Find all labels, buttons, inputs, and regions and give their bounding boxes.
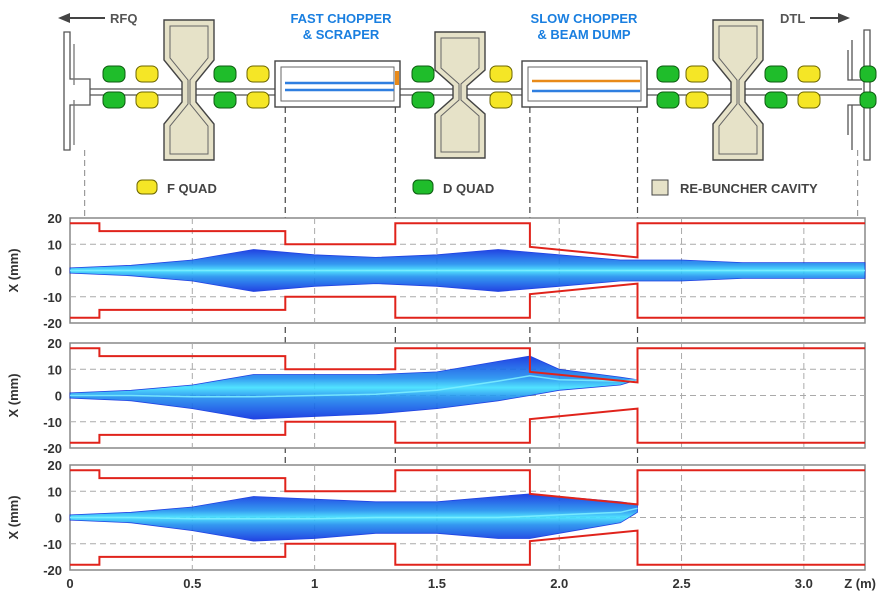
x-axis: 0 0.5 1 1.5 2.0 2.5 3.0 Z (m) xyxy=(66,576,876,591)
x-tick-label: 3.0 xyxy=(795,576,813,591)
d-quad-group xyxy=(102,65,877,109)
aperture-upper xyxy=(70,347,865,384)
d-quad xyxy=(656,65,680,83)
x-tick-label: 1 xyxy=(311,576,318,591)
d-quad xyxy=(859,65,877,83)
dtl-arrow: DTL xyxy=(780,11,850,26)
slow-chopper-box xyxy=(521,60,648,108)
x-tick-label: 0.5 xyxy=(183,576,201,591)
y-tick-label: 0 xyxy=(55,511,62,526)
f-quad xyxy=(246,65,270,83)
beam-centroid xyxy=(70,507,638,520)
d-quad xyxy=(213,65,237,83)
rebuncher-cavity-1 xyxy=(163,19,215,161)
f-quad-swatch xyxy=(136,179,158,195)
y-tick-label: 20 xyxy=(48,211,62,226)
f-quad-group xyxy=(135,65,821,109)
y-tick-label: 10 xyxy=(48,362,62,377)
dtl-label: DTL xyxy=(780,11,805,26)
f-quad xyxy=(489,65,513,83)
y-tick-label: -10 xyxy=(43,290,62,305)
f-quad xyxy=(489,91,513,109)
f-quad xyxy=(135,91,159,109)
rfq-arrow: RFQ xyxy=(58,11,137,26)
y-tick-label: 20 xyxy=(48,336,62,351)
d-quad xyxy=(764,65,788,83)
y-tick-label: -20 xyxy=(43,316,62,331)
y-tick-label: -20 xyxy=(43,563,62,578)
x-tick-label: 1.5 xyxy=(428,576,446,591)
aperture-upper xyxy=(70,222,865,259)
d-quad xyxy=(656,91,680,109)
f-quad xyxy=(797,65,821,83)
legend-f-quad-label: F QUAD xyxy=(167,181,217,196)
x-tick-label: 2.0 xyxy=(550,576,568,591)
fast-chopper-title-1: FAST CHOPPER xyxy=(290,11,392,26)
rfq-flange xyxy=(63,31,91,151)
aperture-lower xyxy=(70,407,865,444)
d-quad xyxy=(411,91,435,109)
y-axis-label: X (mm) xyxy=(6,373,21,417)
y-tick-label: -10 xyxy=(43,415,62,430)
plot-panels: 20 10 0 -10 -20 X (mm) 20 10 0 -10 -20 X (mm) 20 10 0 -… xyxy=(6,211,866,578)
legend-rebuncher-label: RE-BUNCHER CAVITY xyxy=(680,181,818,196)
aperture-lower xyxy=(70,529,865,566)
y-tick-label: 0 xyxy=(55,264,62,279)
f-quad xyxy=(685,65,709,83)
f-quad xyxy=(135,65,159,83)
f-quad xyxy=(246,91,270,109)
f-quad xyxy=(797,91,821,109)
f-quad xyxy=(685,91,709,109)
rfq-label: RFQ xyxy=(110,11,137,26)
rebuncher-swatch xyxy=(651,179,669,196)
rebuncher-cavity-3 xyxy=(712,19,764,161)
d-quad xyxy=(102,91,126,109)
aperture-lower xyxy=(70,282,865,319)
y-tick-label: 0 xyxy=(55,389,62,404)
y-tick-label: -10 xyxy=(43,537,62,552)
x-tick-label: 2.5 xyxy=(672,576,690,591)
d-quad xyxy=(213,91,237,109)
y-axis-label: X (mm) xyxy=(6,495,21,539)
legend-d-quad-label: D QUAD xyxy=(443,181,494,196)
legend-f-quad: F QUAD xyxy=(136,179,217,196)
legend-rebuncher: RE-BUNCHER CAVITY xyxy=(651,179,818,196)
beam-centroid xyxy=(70,375,638,398)
fast-scraper xyxy=(395,71,399,85)
legend-d-quad: D QUAD xyxy=(412,179,494,196)
aperture-upper xyxy=(70,469,865,506)
d-quad xyxy=(764,91,788,109)
legend: F QUAD D QUAD RE-BUNCHER CAVITY xyxy=(136,179,818,196)
y-tick-label: 20 xyxy=(48,458,62,473)
y-tick-label: 10 xyxy=(48,484,62,499)
rebuncher-cavity-2 xyxy=(434,31,486,159)
x-axis-unit-label: Z (m) xyxy=(844,576,876,591)
fast-chopper-title-2: & SCRAPER xyxy=(303,27,380,42)
phase-panel-1: 20 10 0 -10 -20 X (mm) xyxy=(6,211,866,331)
phase-panel-2: 20 10 0 -10 -20 X (mm) xyxy=(6,336,866,456)
phase-panel-3: 20 10 0 -10 -20 X (mm) xyxy=(6,458,866,578)
y-tick-label: -20 xyxy=(43,441,62,456)
fast-chopper-box xyxy=(274,60,401,108)
d-quad-swatch xyxy=(412,179,434,195)
d-quad xyxy=(411,65,435,83)
beamline-schematic: RFQ DTL FAST CHOPPER & SCRAPER SLOW CHOP… xyxy=(58,11,877,161)
slow-chopper-title-1: SLOW CHOPPER xyxy=(531,11,639,26)
y-tick-label: 10 xyxy=(48,237,62,252)
d-quad xyxy=(859,91,877,109)
slow-chopper-title-2: & BEAM DUMP xyxy=(537,27,630,42)
d-quad xyxy=(102,65,126,83)
x-tick-label: 0 xyxy=(66,576,73,591)
y-axis-label: X (mm) xyxy=(6,248,21,292)
